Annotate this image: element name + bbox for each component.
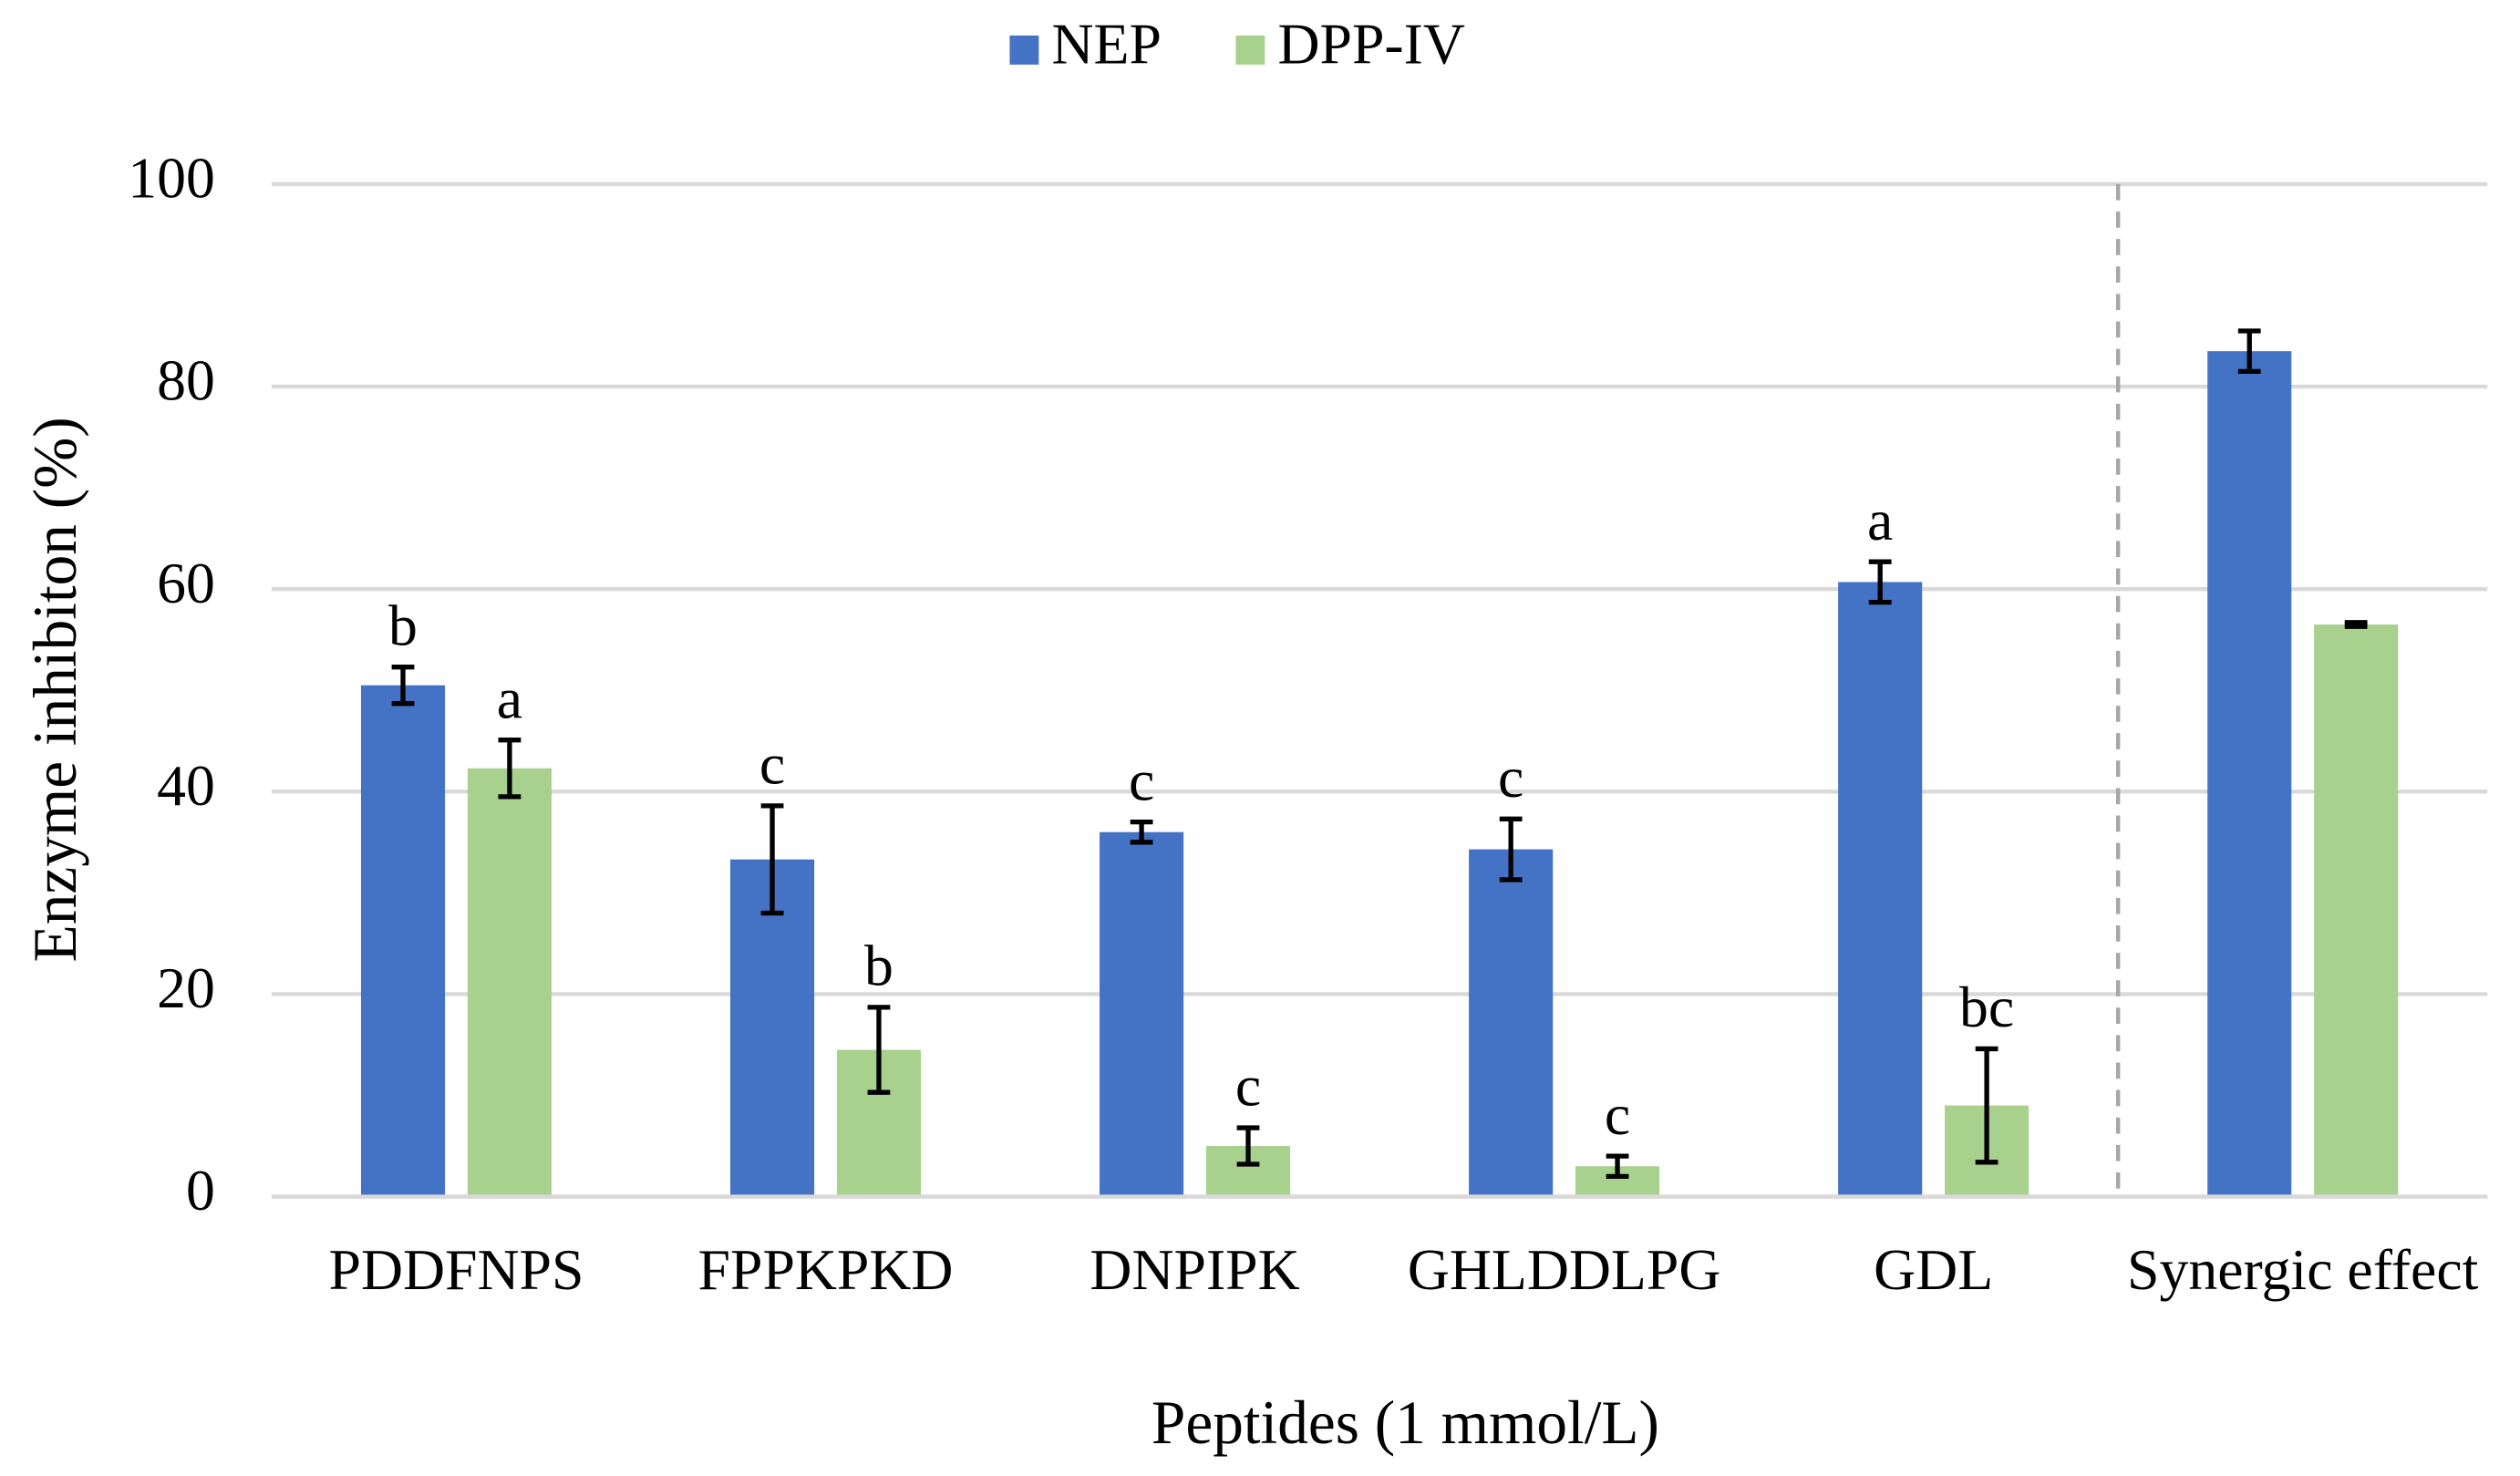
bar — [2314, 624, 2399, 1197]
legend-label: DPP-IV — [1277, 12, 1464, 77]
bar — [2207, 351, 2292, 1197]
x-tick-label: GDL — [1874, 1237, 1993, 1302]
significance-letter: b — [388, 593, 418, 657]
error-bar — [1868, 559, 1892, 605]
significance-letter: a — [497, 666, 522, 730]
significance-letter: c — [1235, 1054, 1261, 1119]
y-tick-label: 100 — [128, 146, 215, 211]
legend-swatch — [1235, 35, 1265, 65]
x-tick-label: DNPIPK — [1090, 1237, 1299, 1302]
error-bar — [1130, 819, 1153, 845]
error-bar — [1499, 816, 1523, 883]
bar — [730, 859, 815, 1197]
error-bar — [1236, 1125, 1260, 1167]
legend-label: NEP — [1051, 12, 1161, 77]
y-axis-title: Enzyme inhibiton (%) — [21, 417, 89, 962]
y-tick-label: 40 — [157, 753, 215, 818]
bar — [1100, 831, 1184, 1197]
significance-letter: a — [1867, 488, 1893, 552]
y-tick-label: 80 — [157, 348, 215, 413]
x-tick-label: PDDFNPS — [328, 1237, 584, 1302]
error-bar — [2344, 620, 2368, 629]
legend-swatch — [1009, 35, 1039, 65]
error-bar — [2237, 328, 2261, 375]
error-bar — [498, 738, 522, 800]
y-tick-label: 0 — [186, 1158, 215, 1223]
significance-letter: c — [1498, 745, 1523, 810]
error-bar — [391, 665, 415, 707]
x-tick-label: GHLDDLPG — [1408, 1237, 1721, 1302]
significance-letter: b — [864, 934, 893, 998]
significance-letter: c — [1129, 748, 1154, 812]
y-tick-label: 60 — [157, 551, 215, 615]
significance-letter: bc — [1959, 975, 2014, 1039]
error-bar — [867, 1005, 891, 1095]
y-tick-label: 20 — [157, 955, 215, 1020]
significance-letter: c — [1605, 1082, 1630, 1147]
error-bar — [760, 803, 784, 916]
bar — [360, 685, 446, 1197]
x-tick-label: Synergic effect — [2127, 1237, 2479, 1302]
significance-letter: c — [759, 732, 785, 797]
bar — [1469, 849, 1554, 1197]
error-bar — [1975, 1046, 1998, 1165]
error-bar — [1606, 1153, 1629, 1180]
x-tick-label: FPPKPKD — [698, 1237, 954, 1302]
bar — [1838, 582, 1923, 1197]
bar — [467, 768, 552, 1197]
x-axis-title: Peptides (1 mmol/L) — [1152, 1388, 1659, 1457]
